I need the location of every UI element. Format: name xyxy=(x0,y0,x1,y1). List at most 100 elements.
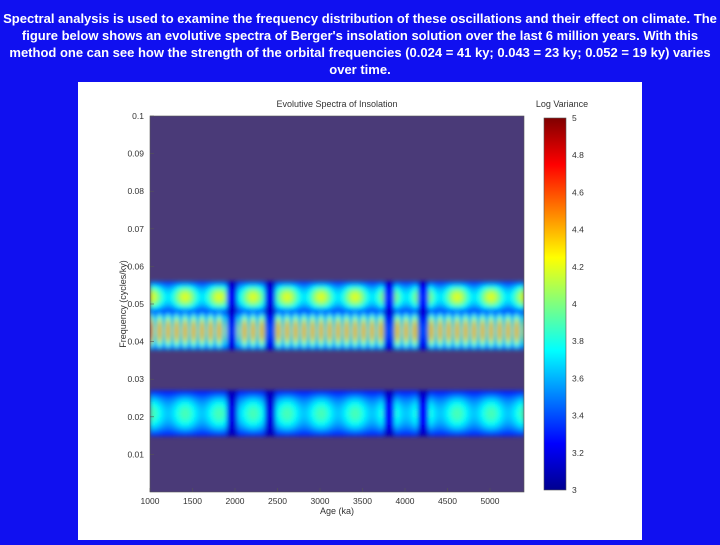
heatmap-cell xyxy=(436,330,440,335)
heatmap-cell xyxy=(241,431,245,437)
heatmap-cell xyxy=(190,307,194,313)
heatmap-cell xyxy=(237,420,240,425)
heatmap-cell xyxy=(181,326,185,331)
heatmap-cell xyxy=(447,428,451,433)
heatmap-cell xyxy=(320,304,323,309)
heatmap-cell xyxy=(496,281,500,286)
heatmap-cell xyxy=(258,409,262,414)
heatmap-cell xyxy=(385,420,389,425)
heatmap-cell xyxy=(364,334,368,339)
heatmap-cell xyxy=(485,285,489,290)
heatmap-cell xyxy=(226,281,230,286)
heatmap-cell xyxy=(254,300,257,305)
heatmap-cell xyxy=(305,315,308,320)
heatmap-cell xyxy=(473,405,476,410)
heatmap-cell xyxy=(181,413,185,418)
heatmap-cell xyxy=(419,334,423,339)
heatmap-cell xyxy=(375,281,378,286)
heatmap-cell xyxy=(449,304,453,309)
heatmap-cell xyxy=(356,304,359,309)
heatmap-cell xyxy=(252,315,255,320)
heatmap-cell xyxy=(496,300,500,305)
heatmap-cell xyxy=(201,311,204,316)
heatmap-cell xyxy=(330,304,334,309)
heatmap-cell xyxy=(296,307,300,313)
heatmap-cell xyxy=(341,337,344,343)
heatmap-cell xyxy=(281,416,285,422)
heatmap-cell xyxy=(228,311,232,316)
heatmap-cell xyxy=(351,334,355,339)
heatmap-cell xyxy=(256,281,259,286)
heatmap-cell xyxy=(247,281,251,286)
heatmap-cell xyxy=(162,289,166,294)
heatmap-cell xyxy=(354,319,357,324)
heatmap-cell xyxy=(239,394,242,399)
heatmap-cell xyxy=(207,334,211,339)
heatmap-cell xyxy=(402,413,406,418)
heatmap-cell xyxy=(366,416,370,422)
heatmap-cell xyxy=(181,416,185,422)
heatmap-cell xyxy=(364,315,368,320)
heatmap-cell xyxy=(317,424,321,429)
heatmap-cell xyxy=(290,341,293,346)
heatmap-cell xyxy=(286,304,289,309)
heatmap-cell xyxy=(351,398,355,403)
heatmap-cell xyxy=(364,337,368,343)
heatmap-cell xyxy=(181,285,185,290)
heatmap-cell xyxy=(247,428,251,433)
heatmap-cell xyxy=(328,281,332,286)
heatmap-cell xyxy=(377,296,381,301)
heatmap-cell xyxy=(339,315,342,320)
heatmap-cell xyxy=(492,409,495,414)
heatmap-cell xyxy=(230,315,234,320)
heatmap-cell xyxy=(232,281,236,286)
heatmap-cell xyxy=(356,330,359,335)
heatmap-cell xyxy=(347,424,351,429)
heatmap-cell xyxy=(230,424,234,429)
heatmap-cell xyxy=(186,296,189,301)
heatmap-cell xyxy=(494,322,497,328)
heatmap-cell xyxy=(294,345,298,350)
heatmap-cell xyxy=(409,416,412,422)
heatmap-cell xyxy=(252,296,255,301)
heatmap-cell xyxy=(368,326,372,331)
heatmap-cell xyxy=(439,390,442,395)
heatmap-cell xyxy=(177,285,181,290)
heatmap-cell xyxy=(281,428,285,433)
heatmap-cell xyxy=(230,330,234,335)
heatmap-cell xyxy=(156,409,160,414)
heatmap-cell xyxy=(209,398,213,403)
heatmap-cell xyxy=(434,337,438,343)
heatmap-cell xyxy=(152,413,155,418)
heatmap-cell xyxy=(288,304,291,309)
heatmap-cell xyxy=(307,405,310,410)
heatmap-cell xyxy=(213,431,217,437)
heatmap-cell xyxy=(179,311,183,316)
heatmap-cell xyxy=(209,420,213,425)
heatmap-cell xyxy=(358,285,361,290)
heatmap-cell xyxy=(222,330,225,335)
heatmap-cell xyxy=(173,319,177,324)
heatmap-cell xyxy=(330,345,334,350)
heatmap-cell xyxy=(294,337,298,343)
heatmap-cell xyxy=(407,307,410,313)
heatmap-cell xyxy=(218,420,221,425)
heatmap-cell xyxy=(230,431,234,437)
heatmap-cell xyxy=(490,420,493,425)
heatmap-cell xyxy=(167,326,170,331)
heatmap-cell xyxy=(368,401,372,407)
heatmap-cell xyxy=(252,334,255,339)
heatmap-cell xyxy=(156,292,160,298)
heatmap-cell xyxy=(237,390,240,395)
heatmap-cell xyxy=(356,319,359,324)
heatmap-cell xyxy=(298,405,302,410)
heatmap-cell xyxy=(177,281,181,286)
heatmap-cell xyxy=(307,289,310,294)
heatmap-cell xyxy=(415,431,419,437)
heatmap-cell xyxy=(475,413,478,418)
heatmap-cell xyxy=(337,405,340,410)
heatmap-cell xyxy=(215,341,219,346)
heatmap-cell xyxy=(477,304,480,309)
heatmap-cell xyxy=(181,337,185,343)
heatmap-cell xyxy=(460,300,463,305)
